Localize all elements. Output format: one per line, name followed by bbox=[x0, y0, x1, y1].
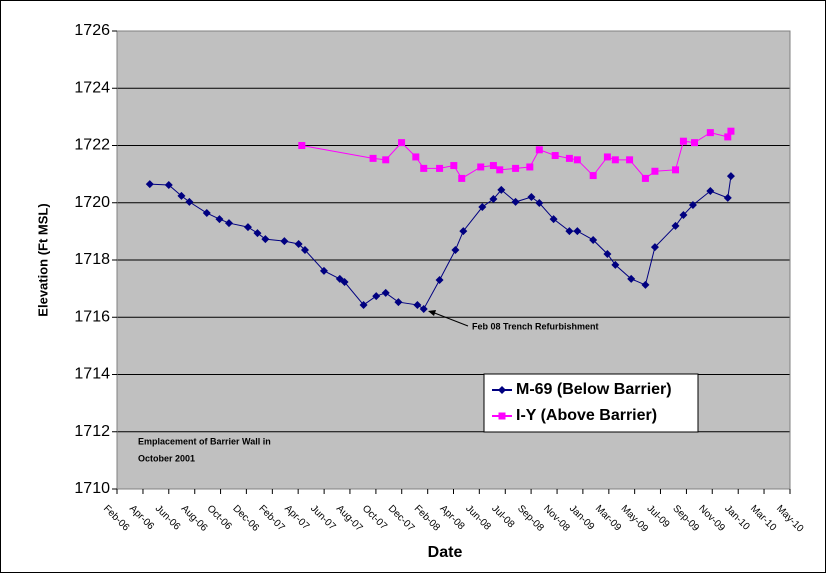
marker bbox=[726, 172, 735, 181]
marker bbox=[394, 298, 403, 307]
marker bbox=[603, 249, 612, 258]
marker bbox=[565, 154, 573, 162]
marker bbox=[419, 304, 428, 313]
marker bbox=[202, 209, 211, 218]
legend-marker bbox=[498, 386, 506, 394]
marker bbox=[413, 300, 422, 309]
marker bbox=[611, 260, 620, 269]
marker bbox=[497, 185, 506, 194]
legend-label: I-Y (Above Barrier) bbox=[516, 407, 657, 424]
marker bbox=[489, 195, 498, 204]
marker bbox=[435, 276, 444, 285]
marker bbox=[450, 162, 458, 170]
legend-label: M-69 (Below Barrier) bbox=[516, 381, 672, 398]
marker bbox=[641, 174, 649, 182]
marker bbox=[177, 191, 186, 200]
marker bbox=[164, 181, 173, 190]
marker bbox=[535, 146, 543, 154]
marker bbox=[458, 174, 466, 182]
marker bbox=[478, 203, 487, 212]
marker bbox=[489, 162, 497, 170]
marker bbox=[253, 229, 262, 238]
marker bbox=[589, 172, 597, 180]
marker bbox=[603, 153, 611, 161]
marker bbox=[243, 223, 252, 232]
marker bbox=[381, 288, 390, 297]
series-line bbox=[149, 176, 732, 310]
marker bbox=[565, 227, 574, 236]
y-tick-label: 1716 bbox=[74, 308, 110, 325]
legend bbox=[483, 373, 699, 433]
marker bbox=[145, 180, 154, 189]
y-tick-label: 1718 bbox=[74, 251, 110, 268]
marker bbox=[549, 215, 558, 224]
marker bbox=[224, 219, 233, 228]
marker bbox=[672, 166, 680, 174]
y-tick-label: 1710 bbox=[74, 480, 110, 497]
marker bbox=[671, 221, 680, 230]
marker bbox=[551, 152, 559, 160]
marker bbox=[512, 164, 520, 172]
marker bbox=[319, 266, 328, 275]
marker bbox=[679, 137, 687, 145]
marker bbox=[527, 193, 536, 202]
marker bbox=[511, 197, 520, 206]
annotation: Feb 08 Trench Refurbishment bbox=[472, 321, 599, 331]
marker bbox=[535, 199, 544, 208]
marker bbox=[459, 227, 468, 236]
marker bbox=[300, 245, 309, 254]
marker bbox=[627, 274, 636, 283]
marker bbox=[280, 237, 289, 246]
marker bbox=[650, 243, 659, 252]
legend-marker bbox=[498, 412, 506, 420]
y-tick-label: 1712 bbox=[74, 423, 110, 440]
y-tick-label: 1726 bbox=[74, 22, 110, 39]
marker bbox=[573, 227, 582, 236]
marker bbox=[651, 167, 659, 175]
marker bbox=[215, 215, 224, 224]
y-tick-label: 1724 bbox=[74, 79, 110, 96]
marker bbox=[185, 197, 194, 206]
marker bbox=[369, 154, 377, 162]
marker bbox=[727, 127, 735, 135]
marker bbox=[724, 133, 732, 141]
marker bbox=[706, 129, 714, 137]
y-axis-title: Elevation (Ft MSL) bbox=[35, 203, 50, 316]
marker bbox=[589, 235, 598, 244]
y-tick-label: 1714 bbox=[74, 366, 110, 383]
marker bbox=[298, 142, 306, 149]
marker bbox=[573, 156, 581, 164]
marker bbox=[436, 164, 444, 172]
annotation-arrowhead bbox=[428, 310, 436, 316]
marker bbox=[412, 153, 420, 161]
marker bbox=[340, 278, 349, 287]
marker bbox=[611, 156, 619, 164]
marker bbox=[382, 156, 390, 164]
y-tick-label: 1720 bbox=[74, 194, 110, 211]
marker bbox=[691, 139, 699, 147]
marker bbox=[294, 239, 303, 248]
marker bbox=[261, 235, 270, 244]
x-axis-title: Date bbox=[428, 544, 463, 561]
annotation-arrow bbox=[431, 311, 469, 327]
marker bbox=[420, 164, 428, 172]
marker bbox=[706, 187, 715, 196]
y-tick-label: 1722 bbox=[74, 137, 110, 154]
marker bbox=[641, 280, 650, 289]
marker bbox=[359, 300, 368, 309]
marker bbox=[398, 139, 406, 147]
marker bbox=[626, 156, 634, 164]
marker bbox=[451, 245, 460, 254]
marker bbox=[679, 211, 688, 220]
marker bbox=[372, 292, 381, 301]
note: Emplacement of Barrier Wall in bbox=[138, 436, 271, 446]
marker bbox=[477, 163, 485, 171]
marker bbox=[688, 201, 697, 210]
marker bbox=[723, 193, 732, 202]
marker bbox=[526, 163, 534, 171]
note: October 2001 bbox=[138, 453, 195, 463]
marker bbox=[496, 166, 504, 174]
